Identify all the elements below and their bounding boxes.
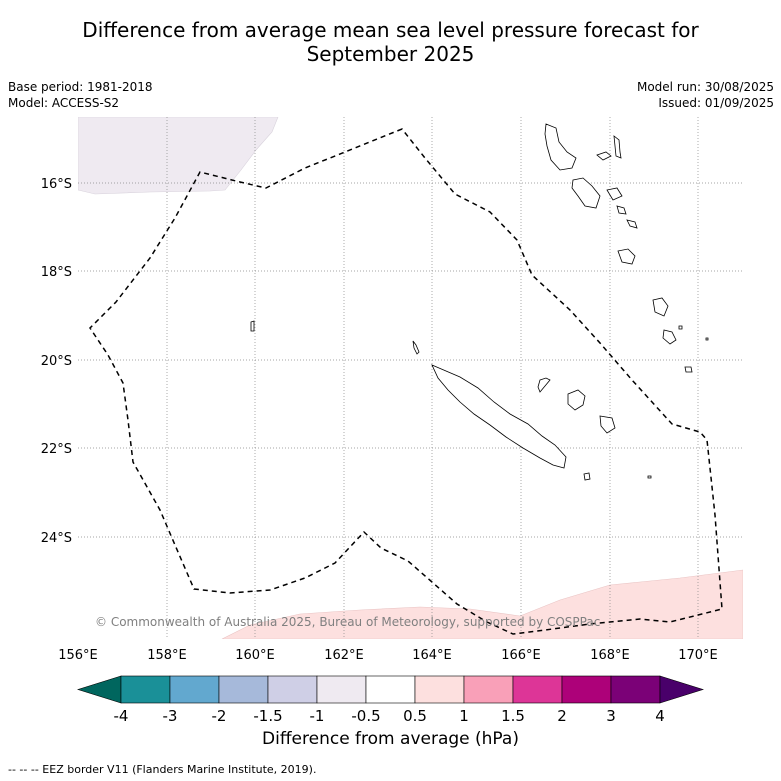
- eez-border: [89, 128, 723, 635]
- loyalty-mare: [599, 415, 616, 434]
- colorbar-segment: [365, 675, 416, 704]
- colorbar-segment: [316, 675, 367, 704]
- loyalty-ouvea: [537, 377, 551, 393]
- colorbar-extend-low: [76, 675, 122, 704]
- colorbar-tick: -3: [163, 707, 178, 725]
- colorbar-segment: [561, 675, 612, 704]
- colorbar-segment: [169, 675, 220, 704]
- epi: [616, 205, 627, 215]
- colorbar-segment: [463, 675, 514, 704]
- lon-tick: 156°E: [58, 648, 98, 663]
- base-period: Base period: 1981-2018: [8, 80, 153, 94]
- espiritu-santo: [544, 123, 577, 171]
- isle-of-pines: [583, 472, 591, 481]
- small-islet-4: [647, 475, 652, 479]
- lat-tick: 24°S: [41, 531, 72, 546]
- lon-tick: 166°E: [501, 648, 541, 663]
- lon-tick: 162°E: [324, 648, 364, 663]
- lon-tick: 168°E: [590, 648, 630, 663]
- model-name: Model: ACCESS-S2: [8, 96, 120, 110]
- eez-legend-note: -- -- -- EEZ border V11 (Flanders Marine…: [8, 763, 317, 776]
- colorbar-tick: 0.5: [403, 707, 427, 725]
- colorbar-segment: [610, 675, 661, 704]
- efate: [617, 248, 636, 265]
- ambrym: [606, 187, 623, 201]
- small-islet-3: [705, 337, 709, 341]
- colorbar-extend-high: [659, 675, 705, 704]
- lon-tick: 160°E: [235, 648, 275, 663]
- colorbar: -4 -3 -2 -1.5 -1 -0.5 0.5 1 1.5 2 3 4: [76, 675, 705, 725]
- lon-tick: 164°E: [412, 648, 452, 663]
- model-run: Model run: 30/08/2025: [636, 80, 774, 94]
- map-title: Difference from average mean sea level p…: [0, 18, 781, 66]
- colorbar-segment: [218, 675, 269, 704]
- colorbar-tick: 1.5: [501, 707, 525, 725]
- map-area: © Commonwealth of Australia 2025, Bureau…: [78, 117, 743, 639]
- tanna: [662, 329, 677, 345]
- title-line-2: September 2025: [306, 42, 475, 66]
- colorbar-tick: -4: [114, 707, 129, 725]
- colorbar-tick: -1.5: [253, 707, 282, 725]
- lat-tick: 20°S: [41, 354, 72, 369]
- lon-tick: 158°E: [147, 648, 187, 663]
- colorbar-tick: -1: [310, 707, 325, 725]
- colorbar-tick: 3: [606, 707, 616, 725]
- colorbar-segment: [267, 675, 318, 704]
- metadata-left: Base period: 1981-2018 Model: ACCESS-S2: [8, 79, 153, 111]
- longitude-labels: 156°E 158°E 160°E 162°E 164°E 166°E 168°…: [58, 648, 718, 663]
- colorbar-tick: -2: [212, 707, 227, 725]
- colorbar-tick: 1: [459, 707, 469, 725]
- latitude-labels: 16°S 18°S 20°S 22°S 24°S: [41, 177, 72, 546]
- colorbar-segment: [414, 675, 465, 704]
- belep-islands: [412, 340, 420, 355]
- lon-tick: 170°E: [678, 648, 718, 663]
- colorbar-tick: -0.5: [351, 707, 380, 725]
- aneityum: [684, 366, 693, 373]
- small-islet-1: [250, 320, 255, 332]
- colorbar-label: Difference from average (hPa): [262, 729, 519, 749]
- loyalty-lifou: [567, 389, 586, 411]
- issued-date: Issued: 01/09/2025: [658, 96, 774, 110]
- coastlines: [250, 123, 709, 481]
- title-line-1: Difference from average mean sea level p…: [82, 18, 699, 42]
- colorbar-segment: [512, 675, 563, 704]
- grande-terre-island: [431, 364, 567, 469]
- lat-tick: 16°S: [41, 177, 72, 192]
- maewo-pentecost: [613, 135, 622, 159]
- negative-anomaly-region: [78, 117, 279, 195]
- malakula: [571, 177, 601, 209]
- colorbar-segment: [120, 675, 171, 704]
- colorbar-tick: 4: [655, 707, 665, 725]
- lat-tick: 18°S: [41, 265, 72, 280]
- shepherd-islands: [626, 219, 638, 229]
- small-islet-2: [678, 325, 683, 330]
- metadata-right: Model run: 30/08/2025 Issued: 01/09/2025: [637, 79, 774, 111]
- colorbar-tick: 2: [557, 707, 567, 725]
- lat-tick: 22°S: [41, 442, 72, 457]
- ambae: [596, 151, 612, 161]
- erromango: [652, 297, 669, 317]
- copyright-credit: © Commonwealth of Australia 2025, Bureau…: [95, 615, 600, 629]
- gridlines: [78, 117, 743, 639]
